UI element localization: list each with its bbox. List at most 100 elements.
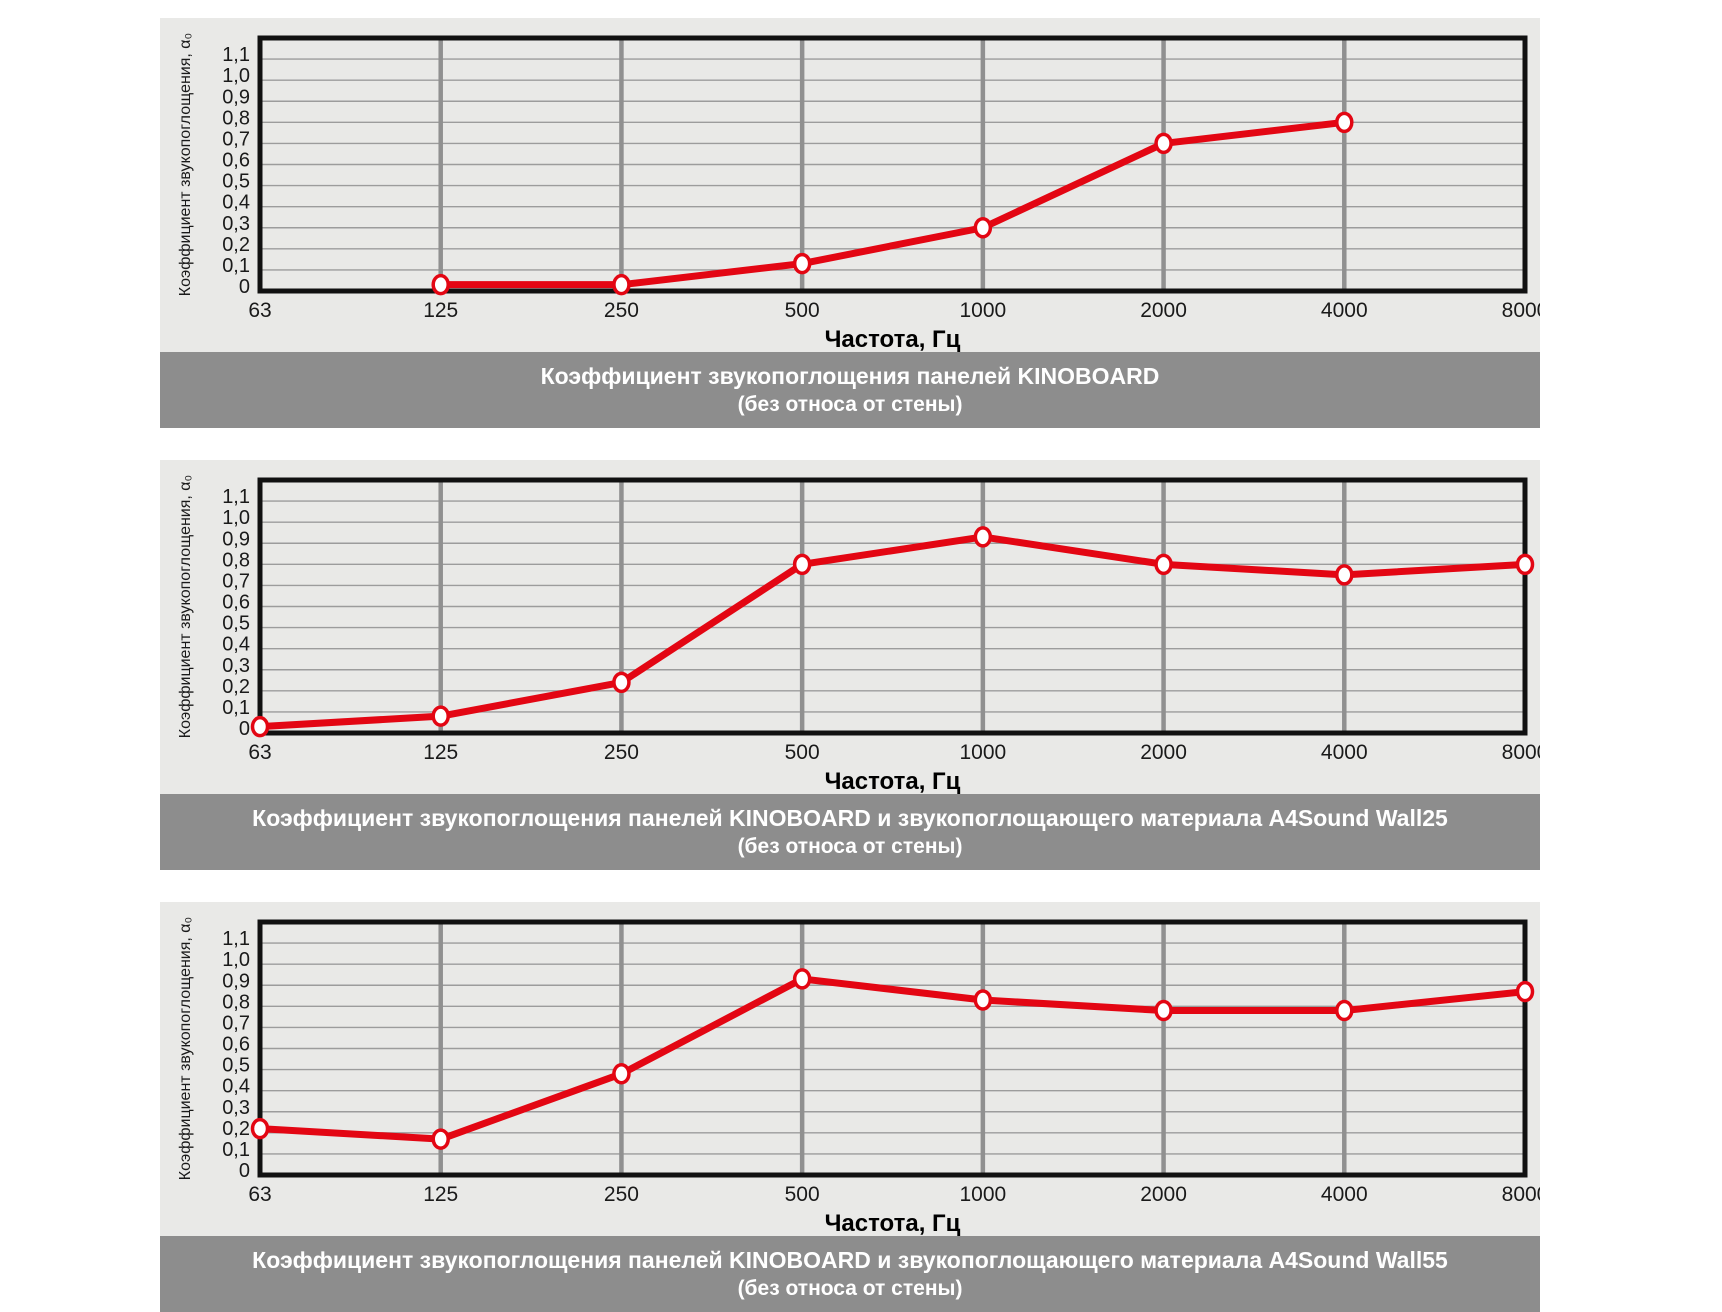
charts-column: 63125250500100020004000800000,10,20,30,4… — [160, 0, 1540, 1312]
chart-subtitle: (без относа от стены) — [737, 835, 963, 859]
x-axis-title: Частота, Гц — [825, 768, 961, 794]
series-line — [259, 975, 1526, 1143]
y-tick-label: 0 — [239, 1160, 250, 1182]
data-point-marker — [612, 671, 631, 694]
y-axis-title: Коэффициент звукопоглощения, α₀ — [177, 33, 194, 296]
y-axis-title: Коэффициент звукопоглощения, α₀ — [177, 475, 194, 738]
x-tick-label: 1000 — [959, 741, 1006, 764]
plot-border — [257, 919, 1528, 1178]
y-tick-label: 0,4 — [222, 192, 250, 214]
data-point-marker — [1335, 564, 1354, 586]
y-tick-label: 0,4 — [222, 634, 250, 656]
x-tick-label: 2000 — [1140, 741, 1187, 764]
plot-border — [257, 35, 1528, 294]
y-tick-label: 0,7 — [222, 128, 250, 150]
y-tick-label: 0 — [239, 718, 250, 740]
data-point-marker — [973, 989, 993, 1011]
y-tick-label: 0,7 — [222, 1012, 250, 1034]
chart-subtitle: (без относа от стены) — [737, 1277, 963, 1301]
y-tick-label: 0,9 — [222, 86, 250, 108]
x-tick-label: 500 — [785, 299, 820, 322]
x-tick-label: 250 — [604, 741, 639, 764]
series-line — [440, 118, 1345, 289]
x-tick-label: 4000 — [1321, 299, 1368, 322]
data-point-marker — [250, 1117, 270, 1140]
y-tick-label: 0,5 — [222, 613, 250, 635]
plot-border — [257, 477, 1528, 736]
x-tick-label: 125 — [423, 299, 458, 322]
chart-title: Коэффициент звукопоглощения панелей KINO… — [252, 1246, 1448, 1273]
y-tick-label: 1,0 — [222, 949, 250, 971]
y-tick-label: 0,8 — [222, 991, 250, 1013]
data-point-marker — [612, 273, 631, 296]
data-point-marker — [1154, 553, 1173, 576]
y-tick-label: 0,1 — [222, 255, 250, 277]
data-point-marker — [973, 217, 993, 239]
x-tick-label: 1000 — [959, 299, 1006, 322]
y-tick-label: 0,9 — [222, 528, 250, 550]
x-tick-label: 2000 — [1140, 1183, 1187, 1206]
data-point-marker — [1515, 553, 1535, 576]
y-axis-title: Коэффициент звукопоглощения, α₀ — [177, 917, 194, 1180]
data-point-marker — [612, 1063, 631, 1085]
y-tick-label: 1,0 — [222, 507, 250, 529]
data-point-marker — [1154, 132, 1173, 155]
y-tick-label: 0,8 — [222, 107, 250, 129]
y-tick-label: 0,2 — [222, 676, 250, 698]
x-tick-label: 4000 — [1321, 741, 1368, 764]
x-axis-title: Частота, Гц — [825, 1210, 961, 1236]
y-tick-label: 0,2 — [222, 1118, 250, 1140]
y-tick-label: 1,0 — [222, 65, 250, 87]
data-point-marker — [431, 1128, 450, 1150]
x-tick-label: 63 — [248, 1183, 271, 1206]
chart-caption: Коэффициент звукопоглощения панелей KINO… — [160, 794, 1540, 870]
y-tick-label: 0,5 — [222, 171, 250, 193]
y-tick-label: 1,1 — [222, 486, 250, 508]
y-tick-label: 0,6 — [222, 150, 250, 172]
x-tick-label: 250 — [604, 1183, 639, 1206]
x-tick-label: 63 — [248, 741, 271, 764]
x-tick-label: 2000 — [1140, 299, 1187, 322]
y-tick-label: 0,3 — [222, 213, 250, 235]
data-point-marker — [973, 526, 993, 548]
y-tick-label: 0,1 — [222, 1139, 250, 1161]
chart-caption: Коэффициент звукопоглощения панелей KINO… — [160, 352, 1540, 428]
x-tick-label: 125 — [423, 1183, 458, 1206]
y-tick-label: 0,1 — [222, 697, 250, 719]
chart-subtitle: (без относа от стены) — [737, 393, 963, 417]
data-point-marker — [1335, 111, 1354, 134]
chart-caption: Коэффициент звукопоглощения панелей KINO… — [160, 1236, 1540, 1312]
data-point-marker — [1515, 980, 1535, 1003]
y-tick-label: 0,8 — [222, 549, 250, 571]
data-point-marker — [250, 715, 270, 738]
y-tick-label: 0,6 — [222, 592, 250, 614]
y-tick-label: 1,1 — [222, 928, 250, 950]
y-tick-label: 0,2 — [222, 234, 250, 256]
x-tick-label: 250 — [604, 299, 639, 322]
y-tick-label: 0,6 — [222, 1034, 250, 1056]
y-tick-label: 1,1 — [222, 44, 250, 66]
data-point-marker — [1335, 999, 1354, 1022]
x-tick-label: 63 — [248, 299, 271, 322]
y-tick-label: 0,4 — [222, 1076, 250, 1098]
y-tick-label: 0,3 — [222, 655, 250, 677]
data-point-marker — [792, 252, 812, 275]
series-line — [259, 533, 1526, 731]
chart-title: Коэффициент звукопоглощения панелей KINO… — [252, 804, 1448, 831]
y-tick-label: 0,3 — [222, 1097, 250, 1119]
data-point-marker — [1154, 999, 1173, 1022]
x-tick-label: 4000 — [1321, 1183, 1368, 1206]
y-tick-label: 0 — [239, 276, 250, 298]
x-tick-label: 125 — [423, 741, 458, 764]
